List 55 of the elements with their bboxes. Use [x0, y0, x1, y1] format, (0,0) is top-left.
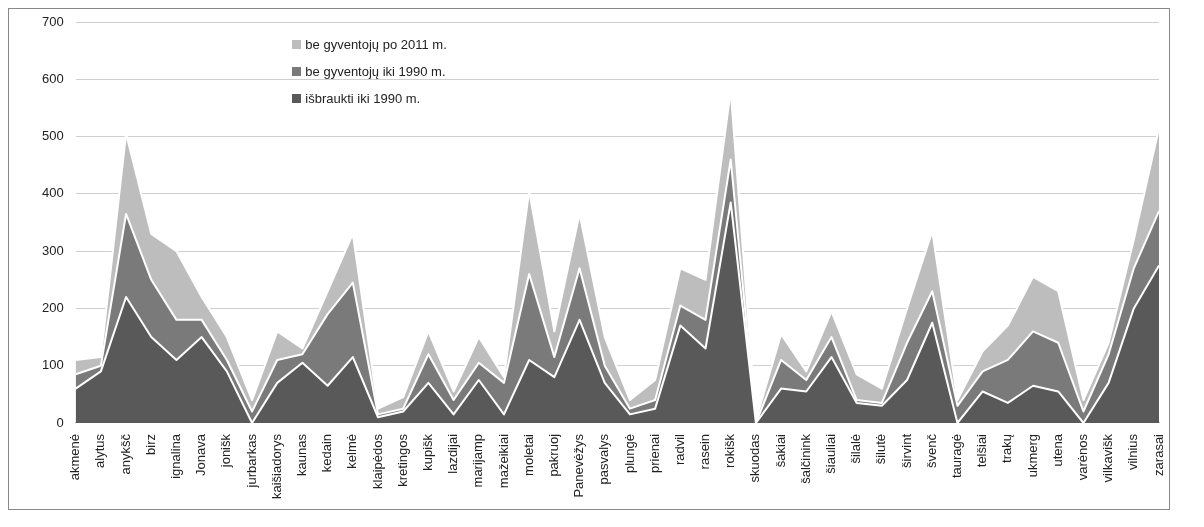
- x-tick-label: kaunas: [294, 433, 310, 476]
- x-tick-label: utena: [1049, 433, 1065, 467]
- x-tick-label: jonišk: [218, 433, 234, 469]
- x-tick-label: telšiai: [974, 433, 990, 468]
- x-tick-label: mažeikiai: [495, 433, 511, 489]
- x-tick-label: radvil: [671, 433, 687, 466]
- x-tick-label: rokišk: [722, 433, 738, 468]
- x-tick-label: Panevėžys: [571, 433, 587, 498]
- x-tick-label: vilkavišk: [1100, 433, 1116, 483]
- x-tick-label: kupišk: [419, 433, 435, 471]
- x-tick-label: lazdijai: [445, 433, 461, 474]
- y-tick-label: 300: [41, 242, 64, 258]
- x-tick-label: alytus: [92, 433, 108, 468]
- x-tick-label: tauragė: [949, 433, 965, 479]
- x-tick-label: šilutė: [873, 433, 889, 465]
- x-tick-label: kelmė: [344, 433, 360, 469]
- x-tick-label: plungė: [621, 433, 637, 474]
- x-tick-label: varėnos: [1075, 433, 1090, 481]
- x-tick-label: ukmerg: [1024, 433, 1040, 478]
- y-tick-label: 400: [41, 185, 64, 201]
- x-tick-label: švenč: [923, 433, 939, 468]
- y-tick-label: 700: [41, 13, 64, 29]
- x-tick-label: skuodas: [747, 433, 763, 483]
- x-tick-label: birz: [142, 433, 158, 455]
- x-tick-label: trakų: [999, 433, 1015, 463]
- x-tick-label: šiauliai: [823, 433, 839, 474]
- x-tick-label: kaišiadorys: [268, 433, 284, 500]
- x-tick-label: ignalina: [168, 433, 184, 479]
- legend-label: išbraukti iki 1990 m.: [305, 91, 421, 106]
- x-tick-label: klaipėdos: [369, 433, 385, 489]
- x-tick-label: anykšč: [117, 433, 133, 475]
- x-tick-label: zarasai: [1150, 433, 1166, 476]
- x-tick-label: šalčinink: [797, 433, 813, 484]
- x-tick-label: rasein: [697, 433, 713, 470]
- y-tick-label: 100: [41, 357, 64, 373]
- x-tick-label: moletai: [520, 433, 536, 476]
- x-tick-label: pasvalys: [596, 433, 612, 485]
- y-tick-label: 600: [41, 70, 64, 86]
- y-tick-label: 0: [56, 414, 64, 430]
- y-tick-label: 200: [41, 299, 64, 315]
- x-tick-label: Jonava: [193, 433, 209, 476]
- legend-label: be gyventojų po 2011 m.: [305, 37, 447, 52]
- x-tick-label: pakruoj: [545, 433, 561, 477]
- x-tick-label: šilalė: [848, 433, 864, 464]
- x-tick-label: kretingos: [394, 433, 410, 487]
- x-tick-label: jurbarkas: [243, 433, 259, 489]
- x-tick-label: širvint: [898, 433, 914, 468]
- x-tick-label: marijamp: [470, 433, 486, 488]
- x-tick-label: akmenė: [67, 433, 83, 481]
- x-tick-label: kedain: [319, 433, 335, 473]
- x-tick-label: šakiai: [772, 433, 788, 468]
- legend-label: be gyventojų iki 1990 m.: [305, 64, 446, 79]
- x-tick-label: prienai: [646, 433, 662, 474]
- x-tick-label: vilnius: [1125, 433, 1141, 471]
- y-tick-label: 500: [41, 128, 64, 144]
